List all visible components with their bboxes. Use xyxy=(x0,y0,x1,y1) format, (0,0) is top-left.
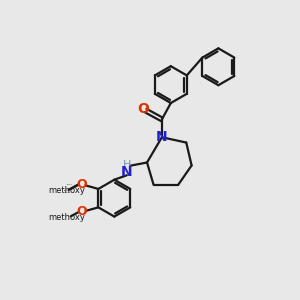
Text: methoxy: methoxy xyxy=(65,191,71,193)
Text: O: O xyxy=(77,178,87,191)
Text: H: H xyxy=(123,160,131,170)
Text: O: O xyxy=(137,102,149,116)
Text: methoxy: methoxy xyxy=(66,183,73,184)
Text: methoxy: methoxy xyxy=(48,186,85,195)
Text: N: N xyxy=(156,130,168,144)
Text: O: O xyxy=(77,205,87,218)
Text: methoxy: methoxy xyxy=(48,213,85,222)
Text: N: N xyxy=(121,165,133,179)
Text: methoxy: methoxy xyxy=(64,190,70,191)
